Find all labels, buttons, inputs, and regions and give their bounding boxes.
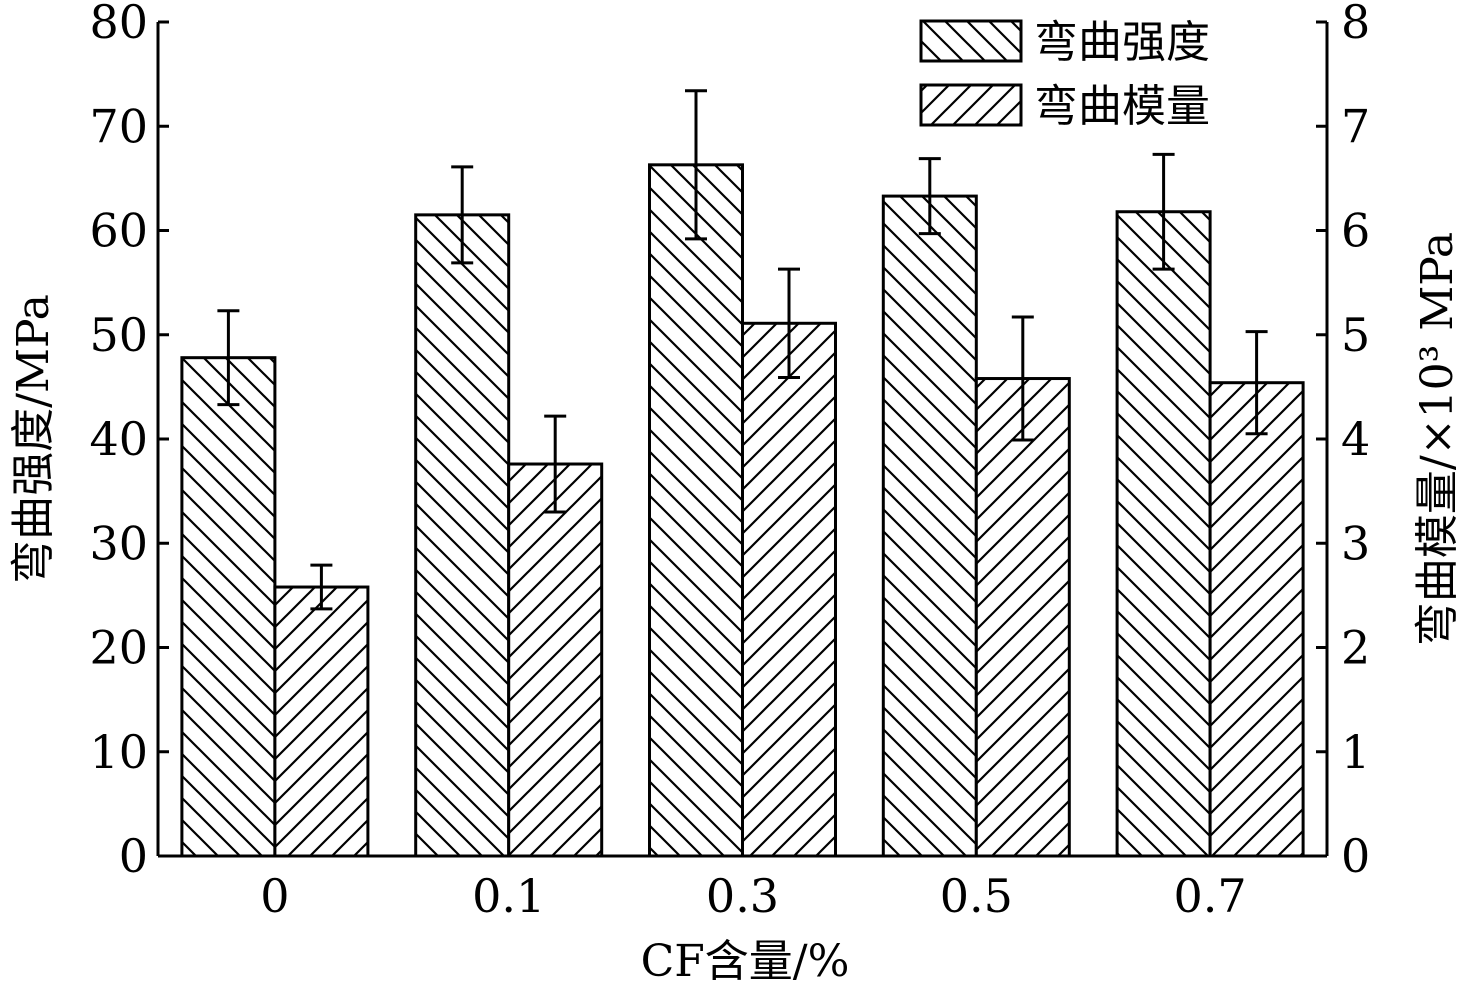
left-tick-label: 50: [89, 308, 148, 362]
bar-strength-0.5: [881, 194, 978, 858]
left-axis-ticks: 0 10 20 30 40 50 60 70 80: [89, 0, 169, 883]
error-bar-modulus-0.1: [544, 414, 567, 514]
legend-swatch-modulus: [919, 83, 1023, 127]
right-tick-label: 8: [1341, 0, 1370, 49]
left-tick-label: 20: [89, 621, 148, 675]
legend-swatch-strength: [919, 19, 1023, 63]
error-bars: [217, 89, 1268, 611]
right-axis-title: 弯曲模量/×10³ MPa: [1412, 232, 1462, 646]
right-tick-label: 6: [1341, 204, 1370, 258]
x-tick-label: 0: [260, 869, 289, 923]
bar-modulus-0.5: [974, 377, 1071, 858]
right-tick-label: 7: [1341, 99, 1370, 153]
bar-modulus-0.3: [741, 321, 837, 858]
x-tick-label: 0.1: [472, 869, 545, 923]
error-bar-strength-0.5: [918, 157, 941, 236]
error-bar-modulus-0.5: [1011, 315, 1034, 442]
left-tick-label: 10: [89, 725, 148, 779]
x-axis-ticks: 0 0.1 0.3 0.5 0.7: [260, 869, 1246, 923]
x-tick-label: 0.7: [1174, 869, 1247, 923]
bar-modulus-0: [273, 585, 370, 858]
right-tick-label: 2: [1341, 621, 1370, 675]
right-tick-label: 3: [1341, 516, 1370, 570]
x-tick-label: 0.5: [940, 869, 1013, 923]
x-tick-label: 0.3: [706, 869, 779, 923]
bar-strength-0.3: [648, 163, 744, 858]
legend: 弯曲强度 弯曲模量: [919, 17, 1210, 132]
right-tick-label: 0: [1341, 829, 1370, 883]
error-bar-modulus-0.7: [1245, 330, 1268, 436]
error-bar-modulus-0.3: [778, 267, 800, 379]
error-bar-strength-0.1: [451, 165, 474, 265]
error-bar-strength-0.7: [1152, 152, 1175, 271]
legend-label-strength: 弯曲强度: [1034, 17, 1210, 68]
left-tick-label: 30: [89, 516, 148, 570]
left-tick-label: 60: [89, 204, 148, 258]
legend-label-modulus: 弯曲模量: [1034, 81, 1210, 132]
right-axis-ticks: 0 1 2 3 4 5 6 7 8: [1316, 0, 1370, 883]
left-tick-label: 70: [89, 99, 148, 153]
right-tick-label: 1: [1341, 725, 1370, 779]
x-axis-title: CF含量/%: [641, 936, 850, 987]
bar-modulus-0.7: [1208, 381, 1305, 858]
left-axis-title: 弯曲强度/MPa: [8, 294, 59, 584]
left-tick-label: 80: [89, 0, 148, 49]
bar-strength-0.7: [1115, 210, 1212, 858]
bars: [180, 163, 1305, 858]
error-bar-strength-0: [217, 309, 240, 407]
error-bar-strength-0.3: [685, 89, 707, 241]
bar-modulus-0.1: [507, 462, 604, 858]
left-tick-label: 0: [119, 829, 148, 883]
right-tick-label: 5: [1341, 308, 1370, 362]
left-tick-label: 40: [89, 412, 148, 466]
bar-strength-0.1: [414, 213, 511, 858]
bar-strength-0: [180, 356, 277, 858]
right-tick-label: 4: [1341, 412, 1370, 466]
error-bar-modulus-0: [310, 563, 333, 611]
